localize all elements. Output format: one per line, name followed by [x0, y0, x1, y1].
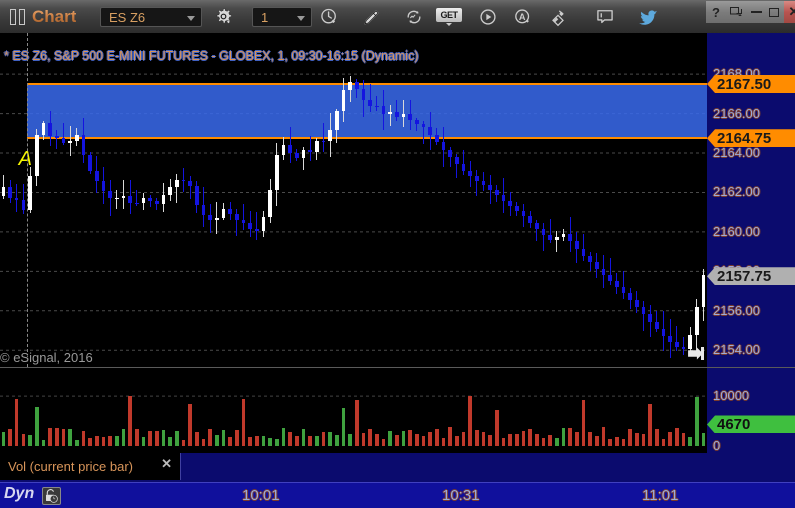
svg-text:A: A — [519, 12, 526, 22]
